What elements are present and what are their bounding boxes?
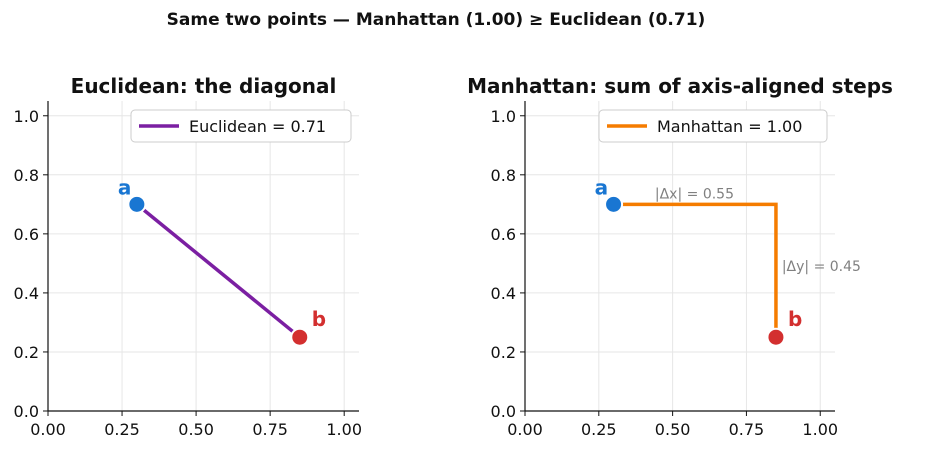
x-tick-label: 0.50 <box>178 420 214 439</box>
legend-box <box>130 109 352 143</box>
x-tick-label: 0.75 <box>252 420 288 439</box>
point-a-marker <box>604 194 624 214</box>
euclidean-panel: Euclidean: the diagonal 0.00 0.25 0.50 0.75 1… <box>14 74 362 439</box>
y-tick-label: 0.8 <box>14 166 39 185</box>
legend-label: Manhattan = 1.00 <box>657 117 802 136</box>
x-tick-label: 0.25 <box>581 420 617 439</box>
x-tick-label: 0.00 <box>30 420 66 439</box>
y-tick-label: 0.0 <box>491 402 516 421</box>
y-tick-label: 0.0 <box>14 402 39 421</box>
delta-annotation: |Δx| = 0.55 <box>655 186 734 202</box>
manhattan-path-line <box>613 202 778 338</box>
point-b-label: b <box>312 307 326 331</box>
y-tick-label: 0.2 <box>491 343 516 362</box>
x-tick-label: 0.75 <box>729 420 765 439</box>
euclidean-title: Euclidean: the diagonal <box>71 74 337 98</box>
y-tick-label: 0.4 <box>491 284 516 303</box>
delta-annotation: |Δy| = 0.45 <box>782 259 861 275</box>
y-tick-label: 1.0 <box>14 107 39 126</box>
x-tick-label: 0.00 <box>507 420 543 439</box>
point-a-label: a <box>595 175 609 199</box>
y-tick-label: 0.4 <box>14 284 39 303</box>
euclidean-path-line <box>135 202 301 339</box>
point-b-marker <box>290 327 310 347</box>
x-tick-label: 1.00 <box>802 420 838 439</box>
x-tick-label: 1.00 <box>326 420 362 439</box>
y-tick-label: 0.6 <box>491 225 516 244</box>
x-tick-label: 0.25 <box>104 420 140 439</box>
point-b-label: b <box>788 307 802 331</box>
y-tick-label: 1.0 <box>491 107 516 126</box>
point-b-marker <box>766 327 786 347</box>
legend-label: Euclidean = 0.71 <box>189 117 326 136</box>
point-a-label: a <box>118 175 132 199</box>
y-tick-label: 0.2 <box>14 343 39 362</box>
point-a-marker <box>127 194 147 214</box>
y-tick-label: 0.8 <box>491 166 516 185</box>
manhattan-panel: Manhattan: sum of axis-aligned steps0.00… <box>467 74 893 439</box>
x-tick-label: 0.50 <box>655 420 691 439</box>
manhattan-title: Manhattan: sum of axis-aligned steps <box>467 74 893 98</box>
figure-title: Same two points — Manhattan (1.00) ≥ Euc… <box>167 10 706 30</box>
y-tick-label: 0.6 <box>14 225 39 244</box>
legend-box <box>598 109 828 143</box>
